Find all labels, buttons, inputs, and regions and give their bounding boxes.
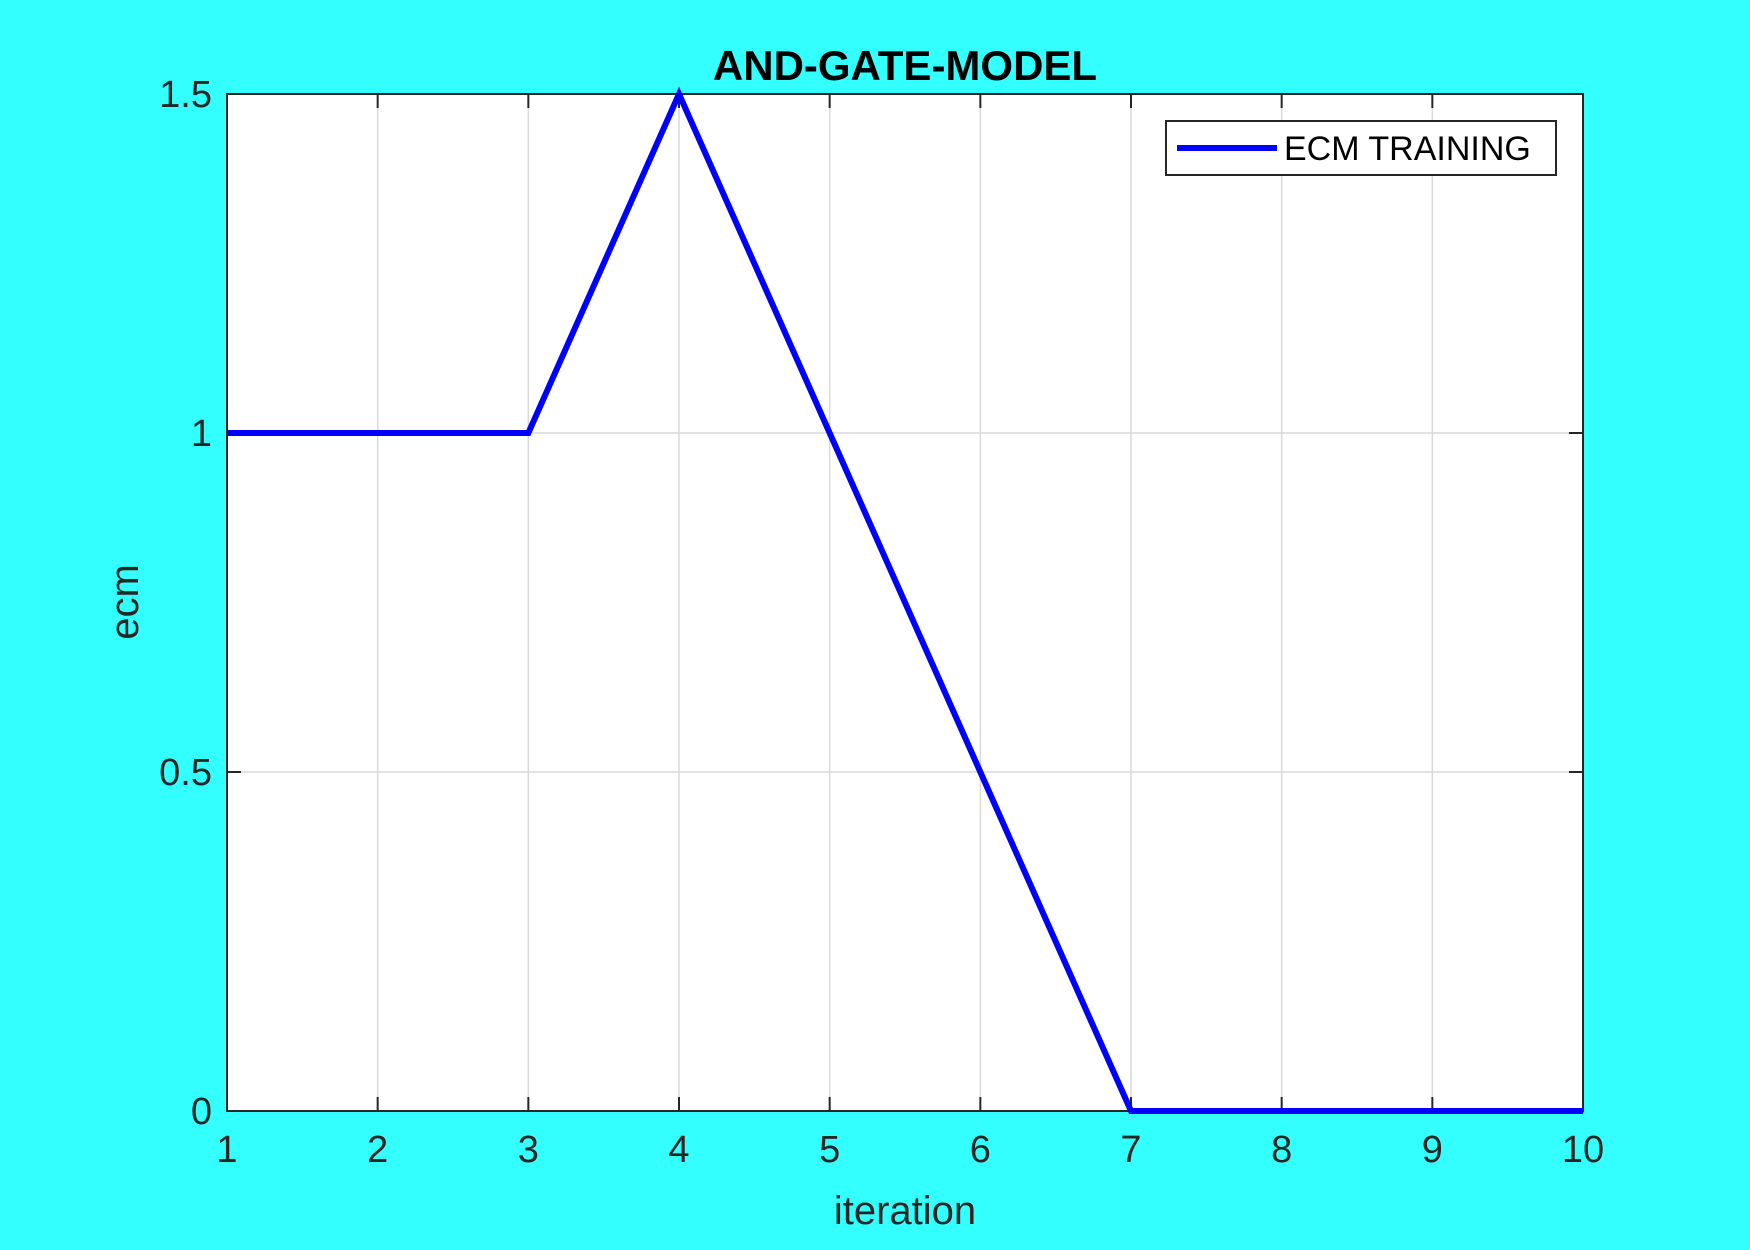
y-tick-label: 1.5 xyxy=(159,74,212,116)
axes-box xyxy=(226,93,1584,1112)
x-tick-label: 3 xyxy=(518,1129,539,1171)
grid-lines xyxy=(227,94,1583,1111)
y-axis-label: ecm xyxy=(103,564,147,640)
x-tick-label: 7 xyxy=(1120,1129,1141,1171)
tick-labels: 1 2 3 4 5 6 7 8 9 10 0 0.5 1 1.5 xyxy=(159,74,1604,1171)
y-tick-label: 1 xyxy=(191,413,212,455)
legend: ECM TRAINING xyxy=(1165,120,1557,176)
legend-label: ECM TRAINING xyxy=(1284,130,1531,168)
x-tick-label: 1 xyxy=(216,1129,237,1171)
x-tick-label: 2 xyxy=(367,1129,388,1171)
x-axis-label: iteration xyxy=(834,1189,976,1233)
series-line xyxy=(227,86,1583,1114)
y-tick-label: 0.5 xyxy=(159,752,212,794)
x-tick-label: 8 xyxy=(1271,1129,1292,1171)
x-tick-label: 5 xyxy=(819,1129,840,1171)
x-tick-label: 4 xyxy=(668,1129,689,1171)
y-tick-label: 0 xyxy=(191,1091,212,1133)
x-tick-label: 9 xyxy=(1422,1129,1443,1171)
chart-title: AND-GATE-MODEL xyxy=(713,42,1097,89)
x-tick-label: 6 xyxy=(970,1129,991,1171)
x-tick-label: 10 xyxy=(1562,1129,1604,1171)
series-layer xyxy=(227,86,1583,1114)
